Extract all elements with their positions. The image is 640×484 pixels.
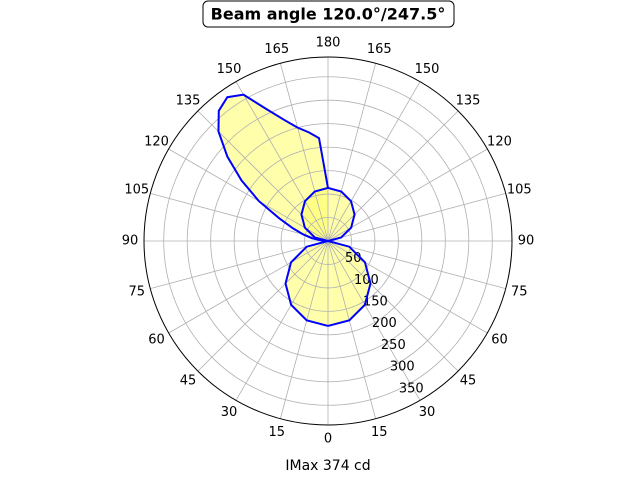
theta-grid-line — [327, 240, 488, 334]
theta-grid-line — [327, 240, 459, 372]
r-grid-circle — [163, 76, 493, 406]
r-tick-label: 100 — [354, 273, 379, 288]
theta-tick-label: 150 — [415, 62, 440, 77]
r-grid-circle — [233, 146, 423, 336]
theta-tick-label: 150 — [217, 62, 242, 77]
r-tick-label: 250 — [381, 338, 406, 353]
theta-tick-label: 30 — [419, 405, 436, 420]
theta-tick-label: 120 — [487, 135, 512, 150]
theta-grid-line — [327, 240, 377, 419]
r-tick-label: 300 — [390, 360, 415, 375]
theta-tick-label: 45 — [460, 374, 477, 389]
r-tick-label: 350 — [399, 381, 424, 396]
theta-grid-line — [197, 240, 329, 372]
r-grid-circle — [304, 217, 352, 265]
theta-tick-label: 165 — [264, 42, 289, 57]
theta-tick-label: 105 — [507, 182, 532, 197]
theta-grid-line — [327, 81, 421, 242]
r-grid-circle — [280, 193, 376, 289]
theta-grid-line — [327, 148, 488, 242]
theta-grid-line — [235, 81, 329, 242]
theta-grid-line — [235, 240, 329, 401]
theta-grid-line — [150, 192, 329, 242]
theta-tick-label: 15 — [371, 425, 388, 440]
theta-tick-label: 135 — [456, 93, 481, 108]
theta-grid-line — [327, 110, 459, 242]
theta-grid-line — [327, 63, 377, 242]
theta-tick-label: 165 — [367, 42, 392, 57]
theta-tick-label: 15 — [268, 425, 285, 440]
theta-tick-label: 30 — [221, 405, 238, 420]
theta-grid-line — [327, 240, 506, 290]
theta-grid-line — [279, 240, 329, 419]
theta-tick-label: 60 — [148, 333, 165, 348]
r-grid-circle — [186, 99, 470, 383]
x-axis-label: IMax 374 cd — [285, 458, 370, 474]
theta-grid-line — [150, 240, 329, 290]
theta-tick-label: 90 — [518, 234, 535, 249]
r-grid-circle — [210, 123, 446, 359]
theta-grid-line — [168, 240, 329, 334]
r-tick-label: 150 — [363, 295, 388, 310]
theta-grid-line — [168, 148, 329, 242]
theta-tick-label: 120 — [144, 135, 169, 150]
theta-tick-label: 75 — [511, 285, 528, 300]
theta-tick-label: 0 — [324, 432, 332, 447]
polar-spine — [143, 56, 513, 426]
theta-tick-label: 75 — [128, 285, 145, 300]
series-fill — [218, 94, 328, 241]
theta-tick-label: 45 — [180, 374, 197, 389]
theta-grid-line — [327, 192, 506, 242]
theta-tick-label: 105 — [124, 182, 149, 197]
chart-title: Beam angle 120.0°/247.5° — [211, 5, 446, 24]
r-tick-label: 50 — [345, 251, 362, 266]
series-line — [217, 93, 329, 242]
theta-tick-label: 90 — [122, 234, 139, 249]
r-tick-label: 200 — [372, 316, 397, 331]
r-grid-circle — [257, 170, 399, 312]
theta-tick-label: 60 — [491, 333, 508, 348]
theta-grid-line — [279, 63, 329, 242]
theta-grid-line — [327, 240, 421, 401]
theta-tick-label: 135 — [176, 93, 201, 108]
title-box — [202, 0, 455, 28]
theta-tick-label: 180 — [316, 36, 341, 51]
